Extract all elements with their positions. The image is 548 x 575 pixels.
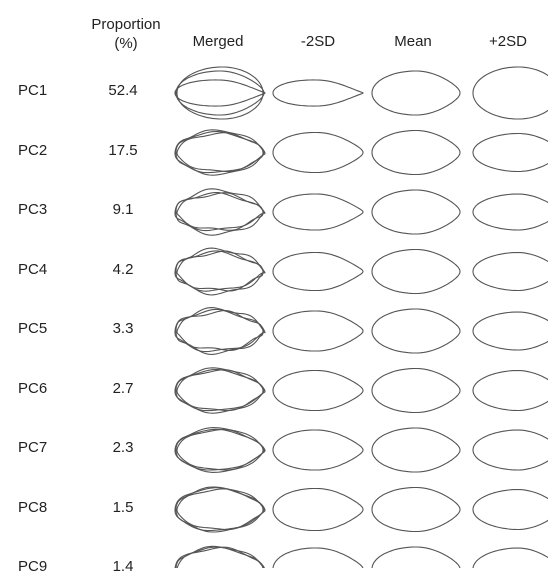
mean-outline-1	[371, 70, 461, 116]
pc-proportion-2: 17.5	[108, 141, 138, 159]
merged-mean-outline-6	[175, 367, 265, 414]
plus-2sd-outline-2	[472, 132, 548, 173]
plus-2sd-outline-4	[472, 251, 548, 292]
merged-mean-outline-5	[175, 307, 265, 355]
merged-plus-outline-3	[176, 192, 264, 231]
header-minus-2sd: -2SD	[300, 33, 336, 50]
mean-outline-8	[371, 486, 461, 533]
merged-mean-outline-9	[175, 545, 265, 568]
mean-outline-3	[371, 189, 461, 235]
pc-label-2: PC2	[18, 141, 48, 159]
minus-2sd-outline-7	[272, 429, 364, 471]
minus-2sd-outline-9	[272, 547, 364, 568]
pc-label-8: PC8	[18, 498, 48, 516]
pc-label-6: PC6	[18, 379, 48, 397]
merged-plus-outline-1	[176, 66, 264, 120]
minus-2sd-outline-6	[272, 369, 364, 412]
mean-outline-9	[371, 546, 461, 568]
minus-2sd-outline-3	[272, 193, 364, 231]
pc-label-3: PC3	[18, 201, 48, 218]
merged-minus-outline-1	[174, 79, 266, 107]
merged-mean-outline-1	[175, 70, 265, 116]
merged-mean-outline-7	[175, 427, 265, 473]
plus-2sd-outline-6	[472, 369, 548, 412]
pc-proportion-1: 52.4	[108, 82, 138, 99]
pc-proportion-7: 2.3	[112, 439, 134, 456]
merged-plus-outline-4	[176, 250, 264, 292]
merged-mean-outline-8	[175, 486, 265, 533]
header-mean: Mean	[394, 33, 432, 50]
merged-plus-outline-9	[176, 546, 264, 568]
plus-2sd-outline-8	[472, 488, 548, 531]
merged-mean-outline-3	[175, 188, 265, 236]
pc-proportion-4: 4.2	[112, 260, 134, 278]
plus-2sd-outline-3	[472, 193, 548, 231]
merged-plus-outline-7	[176, 428, 264, 471]
pc-proportion-6: 2.7	[112, 379, 134, 397]
header-proportion-line1: Proportion	[91, 16, 161, 33]
mean-outline-4	[371, 248, 461, 295]
merged-mean-outline-2	[175, 129, 265, 176]
plus-2sd-outline-5	[472, 311, 548, 351]
pc-label-5: PC5	[18, 320, 48, 337]
mean-outline-6	[371, 367, 461, 414]
minus-2sd-outline-1	[272, 79, 364, 107]
pc-proportion-8: 1.5	[112, 498, 134, 516]
minus-2sd-outline-4	[272, 251, 364, 292]
header-plus-2sd: +2SD	[489, 33, 527, 50]
merged-minus-outline-8	[174, 487, 266, 532]
merged-plus-outline-6	[176, 369, 264, 412]
plus-2sd-outline-9	[472, 547, 548, 568]
merged-mean-outline-4	[175, 247, 265, 296]
merged-plus-outline-5	[176, 309, 264, 352]
header-proportion-line2: (%)	[114, 35, 138, 52]
merged-plus-outline-2	[176, 132, 264, 173]
mean-outline-2	[371, 129, 461, 176]
merged-minus-outline-9	[174, 546, 266, 568]
minus-2sd-outline-8	[272, 487, 364, 532]
plus-2sd-outline-7	[472, 429, 548, 471]
minus-2sd-outline-5	[272, 310, 364, 352]
pc-label-7: PC7	[18, 439, 48, 456]
pc-proportion-3: 9.1	[112, 201, 134, 218]
mean-outline-7	[371, 427, 461, 473]
minus-2sd-outline-2	[272, 131, 364, 174]
plus-2sd-outline-1	[472, 66, 548, 120]
merged-plus-outline-8	[176, 488, 264, 531]
header-merged: Merged	[192, 33, 244, 50]
pc-label-1: PC1	[18, 82, 48, 99]
pc-proportion-5: 3.3	[112, 320, 134, 337]
pc-label-4: PC4	[18, 260, 48, 278]
header-proportion: Proportion (%)	[78, 15, 174, 53]
mean-outline-5	[371, 308, 461, 354]
